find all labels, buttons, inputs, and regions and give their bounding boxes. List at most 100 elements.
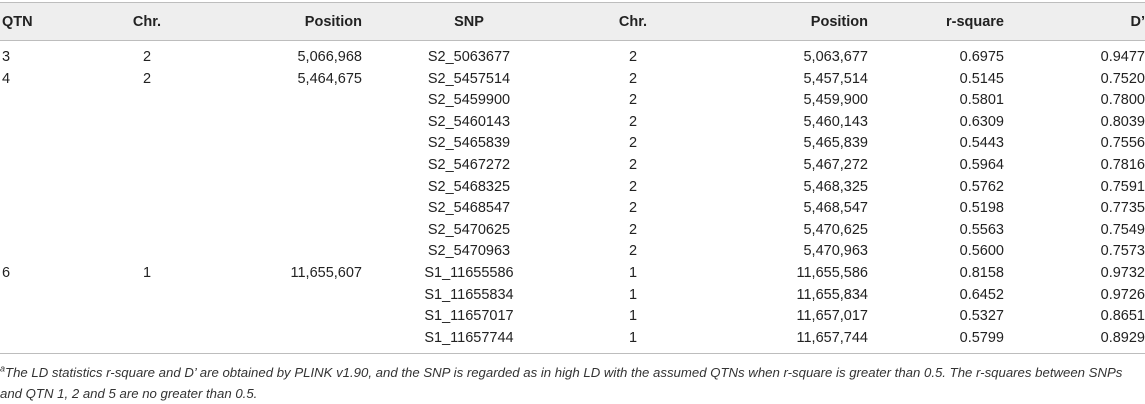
- table-row: S2_5470963 2 5,470,963 0.5600 0.7573: [0, 241, 1145, 263]
- cell-r-square: 0.6309: [959, 113, 1004, 130]
- table-body: 3 2 5,066,968 S2_5063677 2 5,063,677 0.6975 0.9…: [0, 41, 1145, 355]
- cell-snp: S2_5467272: [427, 156, 511, 173]
- cell-qtn: [0, 133, 94, 155]
- cell-qtn: [0, 241, 94, 263]
- cell-r-square: 0.6452: [959, 286, 1004, 303]
- cell-snp-position: 5,470,625: [803, 221, 868, 238]
- cell-d-prime: 0.7520: [1100, 70, 1145, 87]
- table-row: S2_5468325 2 5,468,325 0.5762 0.7591: [0, 177, 1145, 199]
- cell-qtn-chr: [94, 155, 200, 177]
- cell-d-prime: 0.7556: [1100, 135, 1145, 152]
- cell-qtn-position: [200, 327, 362, 355]
- cell-qtn: [0, 220, 94, 242]
- table-row: S2_5465839 2 5,465,839 0.5443 0.7556: [0, 133, 1145, 155]
- table-row: S1_11657017 1 11,657,017 0.5327 0.8651: [0, 306, 1145, 328]
- cell-qtn-position: [200, 198, 362, 220]
- cell-r-square: 0.5563: [959, 221, 1004, 238]
- table-row: S2_5468547 2 5,468,547 0.5198 0.7735: [0, 198, 1145, 220]
- cell-qtn: 3: [2, 49, 11, 65]
- cell-snp: S2_5468547: [427, 200, 511, 217]
- cell-snp-chr: 2: [628, 221, 638, 238]
- cell-d-prime: 0.9732: [1100, 264, 1145, 281]
- header-qtn-position: Position: [200, 2, 362, 41]
- cell-qtn-chr: [94, 133, 200, 155]
- header-r-square: r-square: [868, 2, 1004, 41]
- cell-qtn-position: 5,464,675: [297, 70, 362, 87]
- cell-qtn-position: [200, 155, 362, 177]
- header-row: QTN Chr. Position SNP Chr. Position r-sq…: [0, 2, 1145, 41]
- cell-qtn-position: [200, 285, 362, 307]
- cell-qtn: [0, 285, 94, 307]
- cell-qtn-position: [200, 177, 362, 199]
- cell-qtn: [0, 155, 94, 177]
- cell-qtn-chr: 2: [142, 49, 152, 65]
- header-d-prime: D’: [1004, 2, 1145, 41]
- cell-qtn: 6: [2, 264, 11, 281]
- cell-snp-chr: 1: [628, 308, 638, 325]
- cell-r-square: 0.5964: [959, 156, 1004, 173]
- cell-snp-chr: 2: [628, 156, 638, 173]
- cell-r-square: 0.6975: [959, 49, 1004, 65]
- cell-snp: S2_5460143: [427, 113, 511, 130]
- cell-d-prime: 0.8651: [1100, 308, 1145, 325]
- cell-r-square: 0.8158: [959, 264, 1004, 281]
- cell-snp-chr: 2: [628, 178, 638, 195]
- cell-qtn-chr: [94, 198, 200, 220]
- cell-qtn-position: [200, 241, 362, 263]
- cell-qtn-chr: [94, 241, 200, 263]
- table-row: S2_5470625 2 5,470,625 0.5563 0.7549: [0, 220, 1145, 242]
- cell-snp: S1_11655586: [424, 264, 514, 281]
- cell-qtn-position: [200, 112, 362, 134]
- table-row: 3 2 5,066,968 S2_5063677 2 5,063,677 0.6975 0.9…: [0, 41, 1145, 69]
- header-snp-position: Position: [690, 2, 868, 41]
- cell-qtn: [0, 90, 94, 112]
- cell-snp-position: 11,655,586: [796, 264, 869, 281]
- cell-snp-chr: 1: [576, 327, 690, 355]
- cell-d-prime: 0.7591: [1100, 178, 1145, 195]
- cell-d-prime: 0.7573: [1100, 243, 1145, 260]
- cell-snp-chr: 2: [628, 243, 638, 260]
- cell-snp-position: 5,457,514: [803, 70, 868, 87]
- cell-d-prime: 0.7816: [1100, 156, 1145, 173]
- cell-qtn: [0, 327, 94, 355]
- cell-snp-position: 11,657,017: [796, 308, 869, 325]
- cell-snp-position: 5,468,325: [803, 178, 868, 195]
- cell-snp-chr: 2: [628, 92, 638, 109]
- cell-snp: S1_11657744: [362, 327, 576, 355]
- cell-qtn-chr: [94, 220, 200, 242]
- cell-snp-position: 5,470,963: [803, 243, 868, 260]
- cell-r-square: 0.5600: [959, 243, 1004, 260]
- cell-d-prime: 0.8929: [1004, 327, 1145, 355]
- table-row: S2_5460143 2 5,460,143 0.6309 0.8039: [0, 112, 1145, 134]
- cell-qtn-chr: 1: [142, 264, 152, 281]
- cell-snp: S2_5465839: [427, 135, 511, 152]
- table-row: 4 2 5,464,675 S2_5457514 2 5,457,514 0.5145 0.7…: [0, 69, 1145, 91]
- cell-snp-position: 11,657,744: [690, 327, 868, 355]
- header-qtn-chr: Chr.: [94, 2, 200, 41]
- cell-r-square: 0.5327: [959, 308, 1004, 325]
- cell-qtn-chr: [94, 177, 200, 199]
- cell-d-prime: 0.9477: [1100, 49, 1145, 65]
- header-snp: SNP: [362, 2, 576, 41]
- cell-snp-position: 5,063,677: [803, 49, 868, 65]
- header-snp-chr: Chr.: [576, 2, 690, 41]
- cell-d-prime: 0.7735: [1100, 200, 1145, 217]
- cell-snp: S2_5459900: [427, 92, 511, 109]
- cell-snp-chr: 1: [628, 264, 638, 281]
- footnote-marker: a: [0, 363, 6, 374]
- cell-d-prime: 0.9726: [1100, 286, 1145, 303]
- cell-r-square: 0.5443: [959, 135, 1004, 152]
- cell-snp-chr: 2: [628, 49, 638, 65]
- ld-table: QTN Chr. Position SNP Chr. Position r-sq…: [0, 2, 1145, 355]
- cell-snp-chr: 2: [628, 113, 638, 130]
- cell-snp: S2_5470625: [427, 221, 511, 238]
- cell-qtn-chr: [94, 90, 200, 112]
- cell-qtn-chr: [94, 327, 200, 355]
- cell-snp-position: 5,459,900: [803, 92, 868, 109]
- cell-snp: S2_5457514: [427, 70, 511, 87]
- cell-d-prime: 0.7549: [1100, 221, 1145, 238]
- cell-qtn-chr: [94, 112, 200, 134]
- footnote-text: The LD statistics r-square and D’ are ob…: [0, 365, 1123, 401]
- cell-snp-chr: 1: [628, 286, 638, 303]
- cell-qtn: [0, 306, 94, 328]
